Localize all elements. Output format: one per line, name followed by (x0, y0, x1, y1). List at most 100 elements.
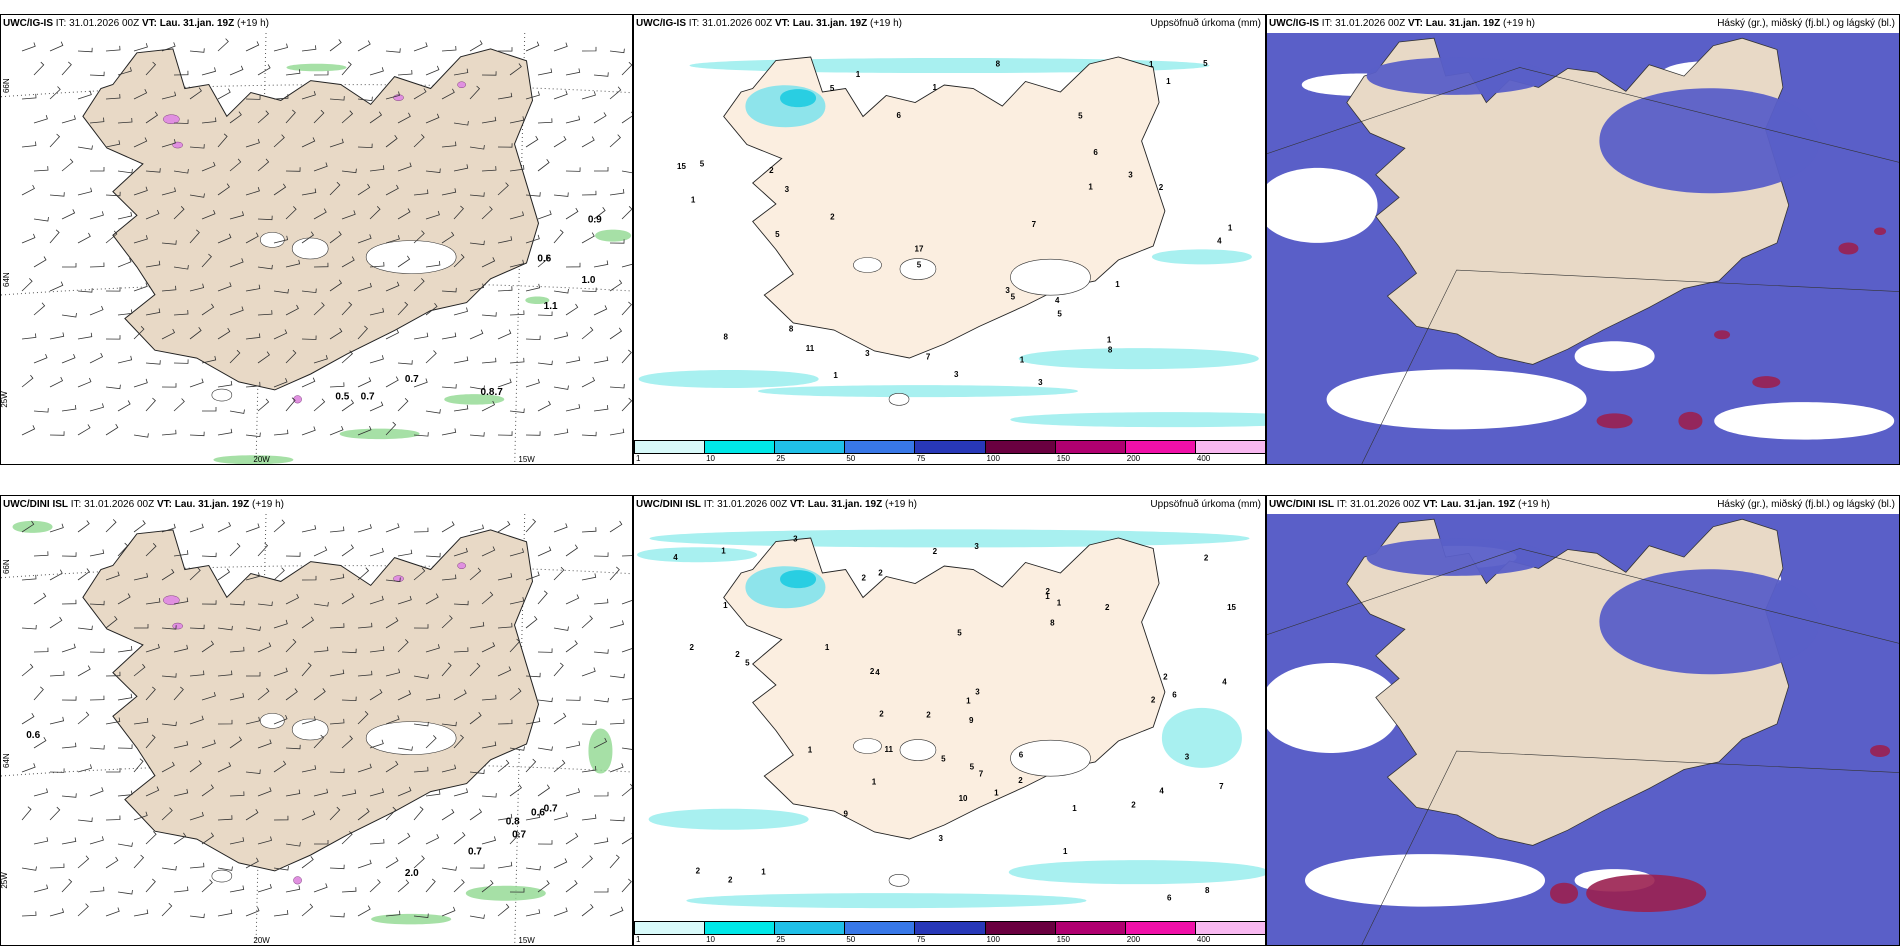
wind-barb (117, 309, 133, 316)
colorbar-swatch (634, 921, 706, 935)
precip-value-label: 2 (878, 569, 883, 578)
wind-barb (145, 397, 156, 412)
wind-barb (425, 552, 441, 558)
wind-barb (229, 791, 245, 797)
wind-barb (33, 788, 48, 797)
wind-barb (245, 769, 261, 774)
wind-barb (313, 734, 325, 749)
wind-barb (313, 354, 328, 364)
wind-barb (397, 595, 412, 605)
wind-barb (329, 718, 345, 725)
wind-barb (77, 424, 91, 436)
wind-barb (621, 600, 632, 605)
wind-barb (145, 831, 157, 845)
wind-barb (581, 765, 597, 773)
wind-barb (301, 288, 317, 294)
panel-cloud-row2: UWC/DINI ISL IT: 31.01.2026 00Z VT: Lau.… (1266, 495, 1900, 946)
vt-value: Lau. 31.jan. 19Z (807, 499, 883, 510)
wind-barb (21, 911, 37, 917)
precip-value-label: 8 (724, 333, 729, 342)
wind-barb (257, 787, 272, 797)
wind-barb (385, 328, 400, 340)
wind-barb (453, 734, 464, 749)
wind-barb (481, 879, 494, 893)
mid-cloud-cell (1366, 538, 1547, 576)
wind-barb (245, 138, 260, 148)
colorbar-tick: 50 (846, 454, 856, 463)
wind-barb (217, 38, 229, 52)
wind-barb (173, 169, 189, 174)
wind-barb (245, 381, 261, 388)
wind-barb (89, 648, 105, 653)
wind-barb (413, 378, 428, 388)
precip-value-label: 4 (1159, 786, 1164, 795)
wind-barb (117, 168, 133, 174)
precip-value-label: 3 (975, 687, 980, 696)
wind-barb (229, 692, 245, 701)
colorbar-swatch (774, 440, 846, 454)
precip-value-label: 3 (1185, 753, 1190, 762)
clear-sky-area (1326, 369, 1587, 430)
colorbar-swatch (984, 921, 1056, 935)
lead-time: (+19 h) (885, 499, 917, 510)
wind-barb (329, 623, 345, 629)
wind-barb (257, 158, 270, 172)
wind-barb (173, 70, 189, 76)
wind-barb (189, 431, 205, 437)
wind-barb (385, 806, 397, 821)
wind-barb (369, 595, 384, 605)
wind-barb (413, 189, 429, 196)
cloud-map (1267, 514, 1899, 945)
wind-barb (469, 85, 481, 100)
wind-barb (257, 110, 270, 124)
wind-barb (217, 282, 232, 292)
wind-barb (581, 667, 596, 677)
wind-barb (217, 625, 233, 631)
wind-barb (497, 813, 513, 821)
wind-barb (33, 884, 49, 893)
clear-sky-area (1267, 663, 1401, 753)
wind-barb (609, 428, 625, 436)
wind-barb (61, 158, 74, 172)
wind-barb (385, 617, 399, 629)
wind-barb (469, 283, 485, 292)
wind-barb (133, 235, 148, 244)
wind-barb (537, 880, 550, 893)
wind-barb (105, 856, 119, 869)
wind-barb (229, 409, 245, 414)
wind-barb (425, 303, 438, 316)
precip-band (637, 547, 758, 563)
wind-barb (385, 184, 399, 196)
wind-barb (301, 137, 316, 148)
snow-patch (293, 395, 302, 404)
precip-value-label: 9 (844, 810, 849, 819)
grid-line (1267, 67, 1899, 163)
wind-barb (217, 670, 233, 677)
wind-barb (145, 643, 160, 653)
wind-barb (301, 616, 315, 629)
wind-barb (329, 382, 345, 388)
precip-area (465, 885, 546, 901)
wind-barb (525, 865, 541, 871)
precip-value-label: 4 (1222, 677, 1227, 686)
wind-barb (341, 61, 352, 76)
colorbar-tick: 100 (986, 935, 1000, 944)
wind-barb (609, 620, 624, 629)
wind-barb (441, 521, 455, 533)
wind-barb (441, 88, 455, 100)
wind-barb (189, 715, 204, 725)
wind-barb (385, 135, 398, 148)
wind-barb (89, 886, 105, 893)
precip-area (525, 296, 550, 304)
precip-area (339, 428, 420, 440)
wind-barb (621, 263, 632, 268)
wind-barb (453, 831, 466, 845)
precip-value-label: 1 (872, 778, 877, 787)
wind-barb (497, 520, 511, 533)
mid-cloud-cell (1599, 569, 1820, 675)
wind-barb (385, 376, 399, 388)
precip-value-label: 2 (1204, 554, 1209, 563)
precip-value-label: 1 (1107, 335, 1112, 344)
precip-cell (780, 570, 817, 589)
wind-barb (553, 229, 564, 244)
